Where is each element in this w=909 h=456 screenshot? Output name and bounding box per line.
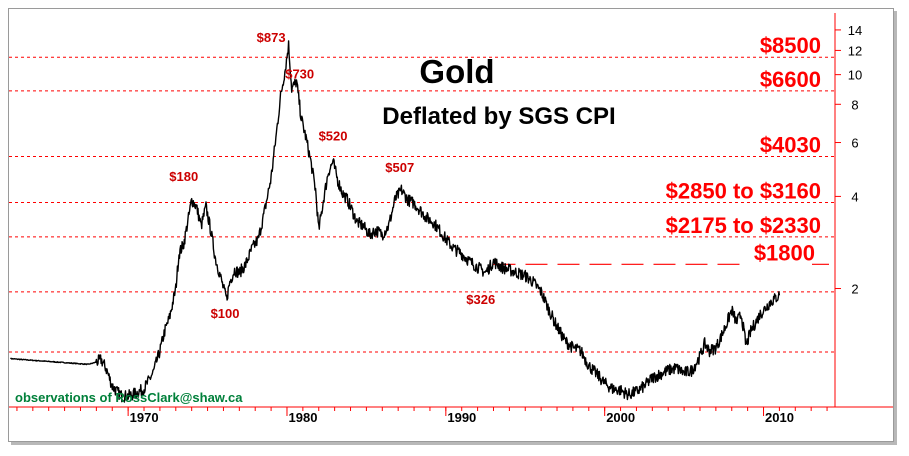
chart-subtitle: Deflated by SGS CPI xyxy=(382,103,615,130)
level-labels: $8500 $6600 $4030 $2850 to $3160 $2175 to $2… xyxy=(666,33,821,265)
x-tick-label: 1990 xyxy=(447,410,476,425)
level-label: $2175 to $2330 xyxy=(666,213,821,238)
price-annotation: $873 xyxy=(257,30,286,45)
level-lines xyxy=(9,56,835,353)
price-annotation: $520 xyxy=(319,128,348,143)
gold-chart: $8500 $6600 $4030 $2850 to $3160 $2175 to $2… xyxy=(9,13,893,425)
price-annotation: $100 xyxy=(211,306,240,321)
annotations: $873 $730 $520 $180 $100 $507 $326 xyxy=(169,30,495,321)
y-tick-label: 8 xyxy=(851,97,858,112)
y-tick-label: 6 xyxy=(851,136,858,151)
price-annotation: $730 xyxy=(285,67,314,82)
y-tick-label: 2 xyxy=(851,282,858,297)
y-tick-label: 14 xyxy=(848,23,862,38)
level-label: $6600 xyxy=(760,67,821,92)
x-tick-label: 1980 xyxy=(289,410,318,425)
y-tick-label: 4 xyxy=(851,189,858,204)
price-annotation: $180 xyxy=(169,169,198,184)
y-tick-label: 12 xyxy=(848,43,862,58)
chart-frame: $8500 $6600 $4030 $2850 to $3160 $2175 to $2… xyxy=(8,8,894,442)
level-label: $2850 to $3160 xyxy=(666,179,821,204)
price-annotation: $326 xyxy=(466,292,495,307)
level-label: $8500 xyxy=(760,33,821,58)
level-label-1800: $1800 xyxy=(754,240,815,265)
credit-text: observations of RossClark@shaw.ca xyxy=(15,390,243,405)
axes: 2 4 6 8 10 12 14 1970 1980 1990 2000 2010 xyxy=(9,13,893,425)
y-tick-label: 10 xyxy=(848,68,862,83)
x-tick-label: 1970 xyxy=(130,410,159,425)
gold-price-line xyxy=(10,40,781,403)
series-group xyxy=(10,40,781,403)
level-label: $4030 xyxy=(760,133,821,158)
price-annotation: $507 xyxy=(385,160,414,175)
x-tick-label: 2000 xyxy=(606,410,635,425)
chart-title: Gold xyxy=(419,53,494,90)
x-tick-label: 2010 xyxy=(765,410,794,425)
